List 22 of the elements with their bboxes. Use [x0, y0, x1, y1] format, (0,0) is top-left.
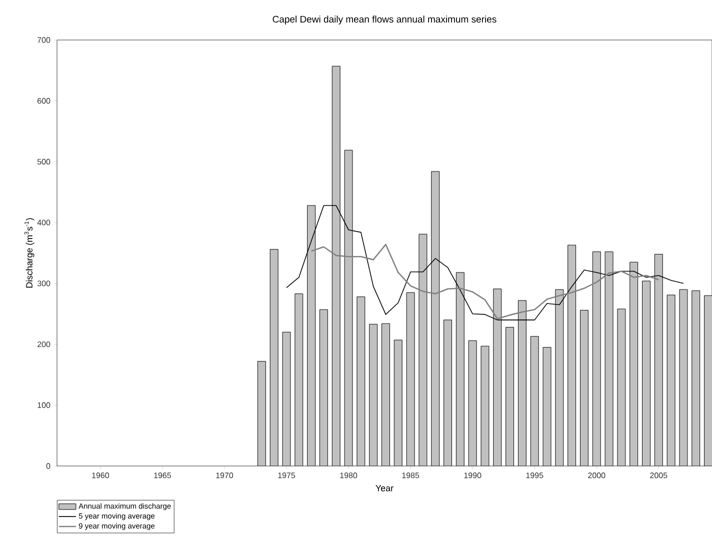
x-tick-label: 2000 — [588, 472, 606, 478]
y-tick-label: 200 — [38, 341, 50, 348]
y-axis-title: Discharge (m$^{3}$s$^{-1}$) — [24, 218, 34, 288]
x-axis-title: Year — [376, 485, 394, 492]
y-tick-label: 100 — [38, 402, 50, 408]
x-tick-label: 1970 — [216, 472, 234, 478]
y-tick-label: 300 — [37, 280, 50, 286]
x-tick-label: 1990 — [464, 472, 482, 478]
x-tick-label: 1965 — [154, 472, 172, 478]
y-tick-label: 700 — [38, 37, 50, 43]
chart-title: Capel Dewi daily mean flows annual maximum series — [272, 16, 496, 24]
y-tick-label: 400 — [37, 220, 50, 226]
y-tick-label: 0 — [46, 463, 50, 469]
x-tick-label: 1975 — [278, 472, 296, 478]
x-tick-label: 1995 — [526, 472, 544, 478]
x-tick-label: 1985 — [402, 472, 420, 478]
x-tick-label: 2005 — [650, 472, 668, 478]
x-tick-label: 1960 — [92, 472, 110, 478]
line-series — [310, 244, 660, 320]
x-tick-label: 1980 — [340, 472, 358, 478]
y-tick-label: 600 — [38, 98, 50, 104]
y-tick-label: 500 — [37, 158, 50, 165]
